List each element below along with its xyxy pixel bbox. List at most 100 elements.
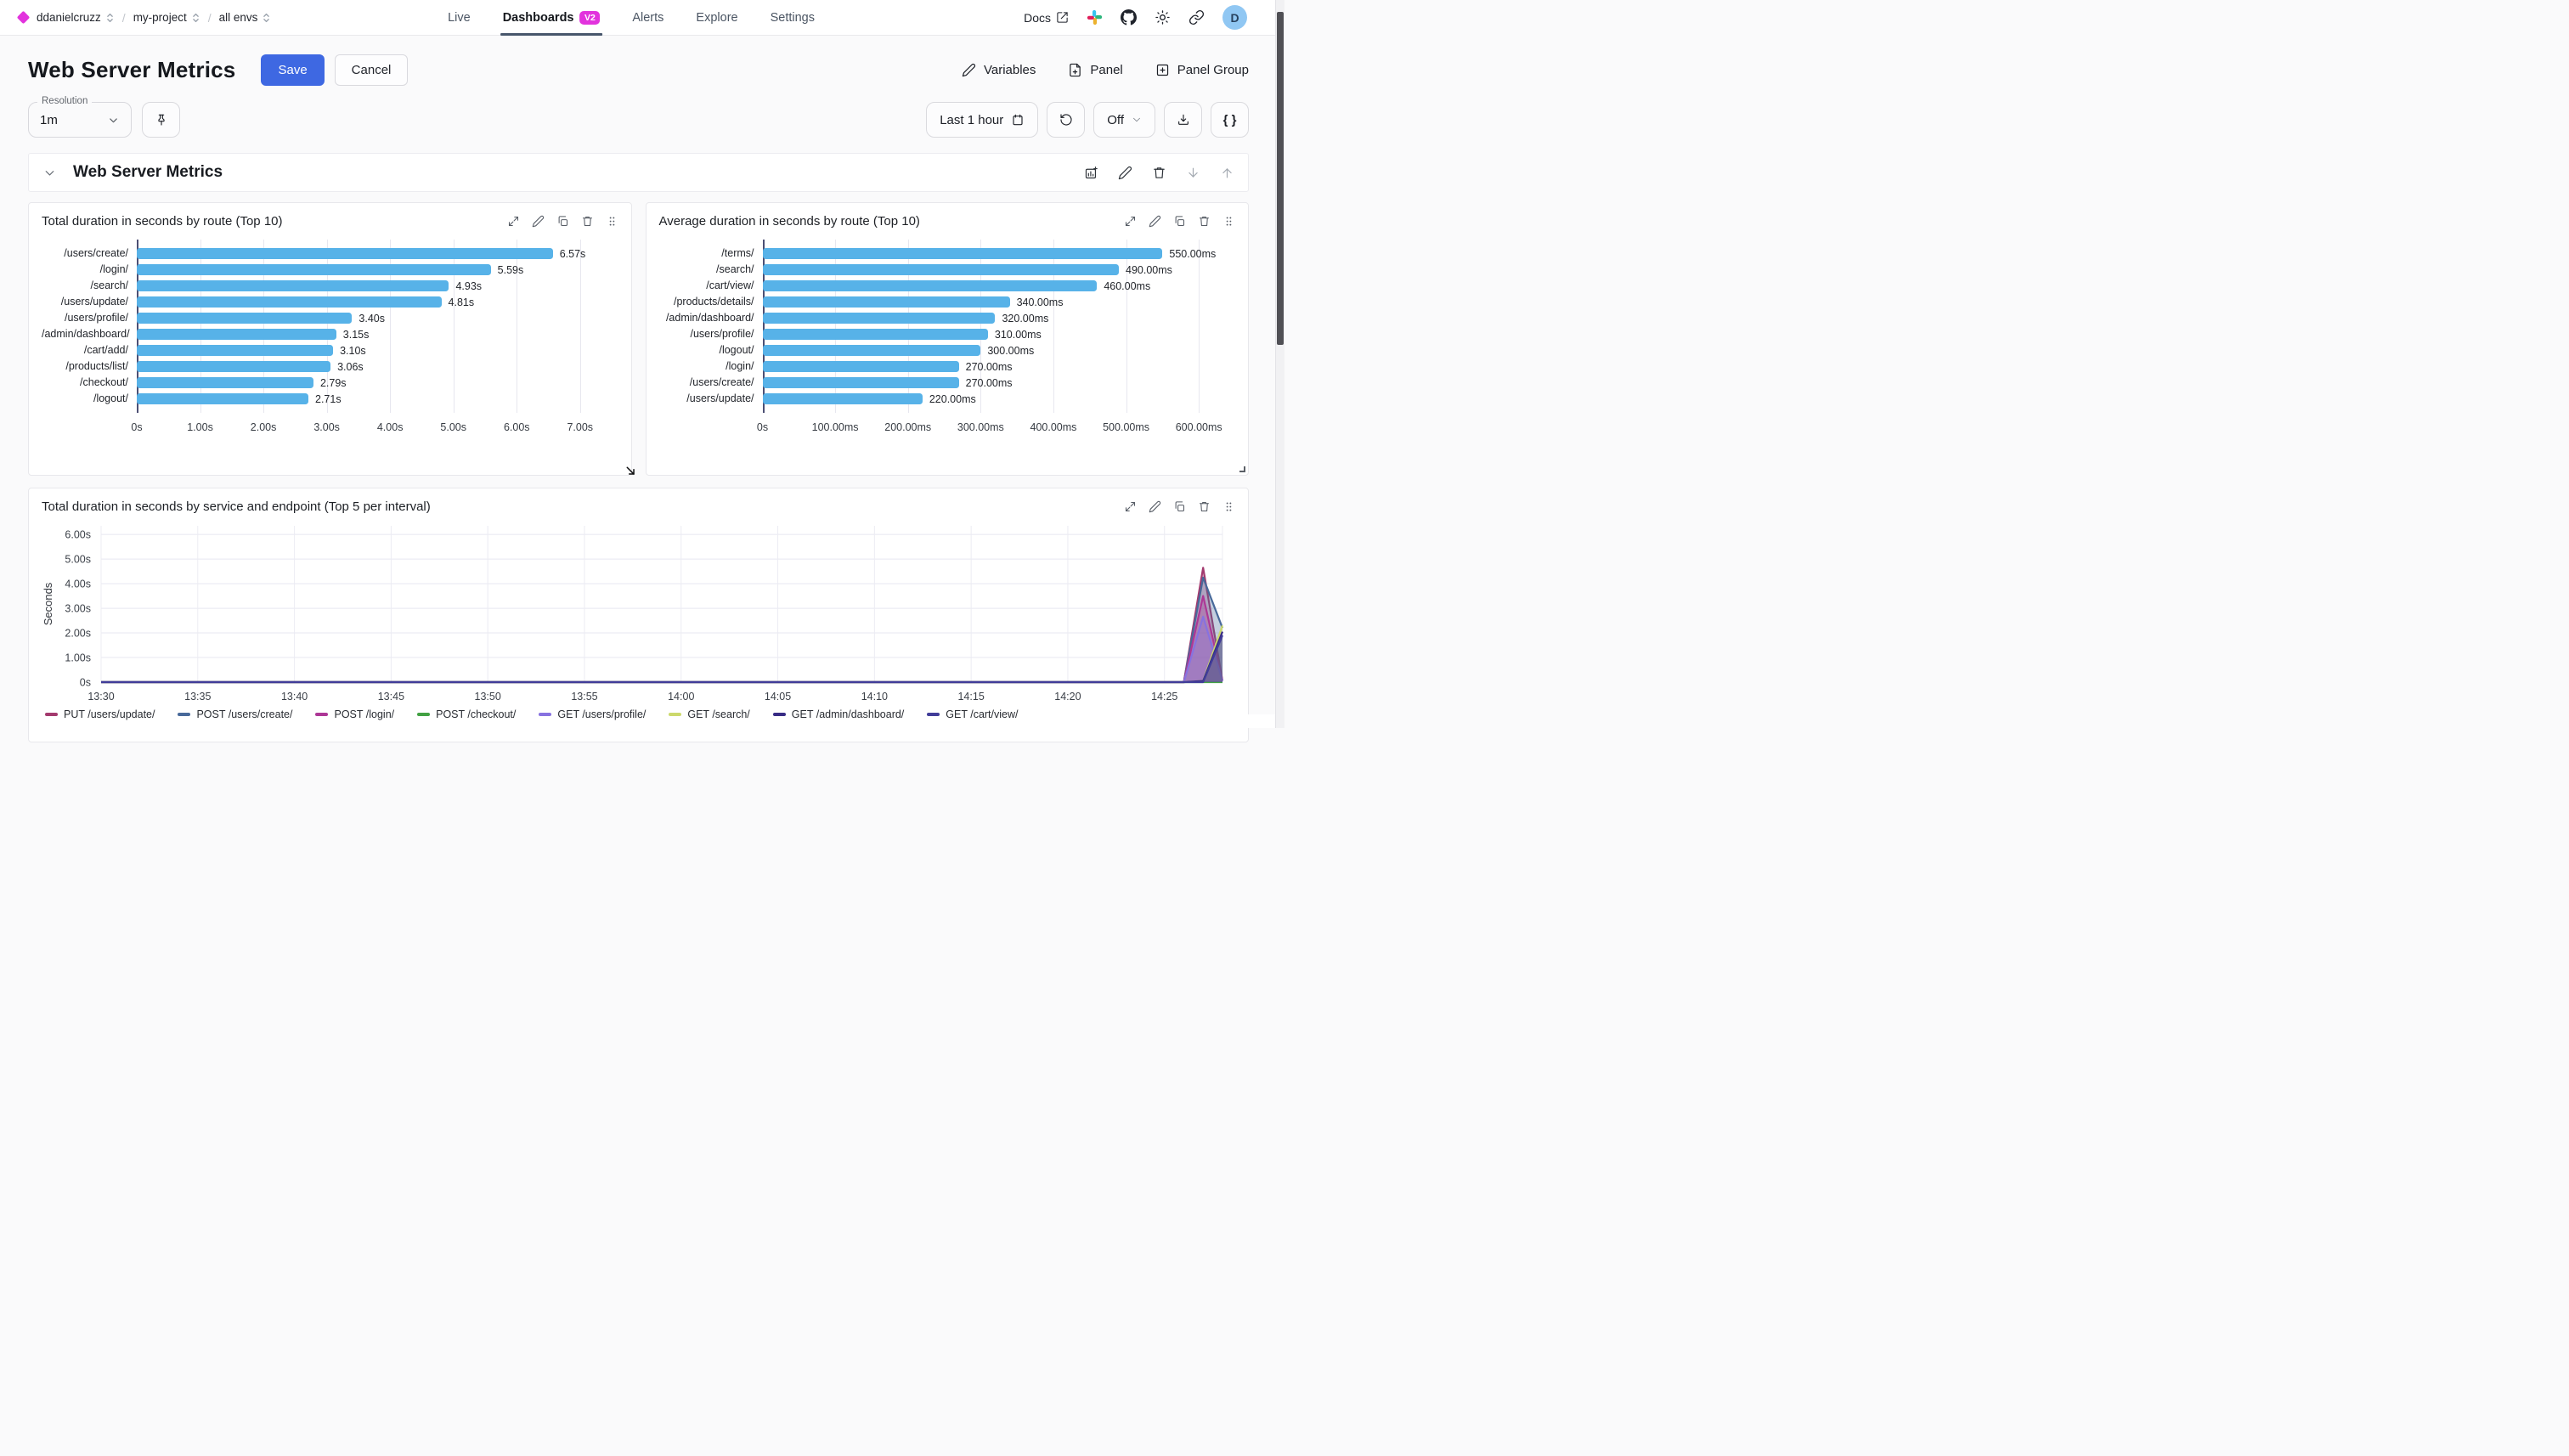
expand-icon[interactable]: [1124, 500, 1137, 513]
autorefresh-value: Off: [1107, 112, 1124, 127]
breadcrumb-env-selector[interactable]: all envs: [219, 11, 272, 24]
y-tick-label: 0s: [80, 677, 91, 689]
tab-dashboards[interactable]: Dashboards V2: [500, 0, 602, 36]
legend-item[interactable]: PUT /users/update/: [45, 708, 155, 720]
github-icon[interactable]: [1121, 9, 1137, 25]
bar: [762, 345, 981, 356]
legend-item[interactable]: GET /cart/view/: [927, 708, 1019, 720]
drag-handle-icon[interactable]: [1222, 215, 1235, 228]
bar-category-label: /logout/: [93, 392, 128, 404]
bar-row: 300.00ms: [762, 342, 1236, 358]
save-button[interactable]: Save: [261, 54, 325, 86]
legend-label: GET /cart/view/: [946, 708, 1019, 720]
refresh-button[interactable]: [1047, 102, 1086, 138]
delete-panel-icon[interactable]: [1198, 215, 1211, 228]
cancel-button[interactable]: Cancel: [334, 54, 409, 86]
gridline: [390, 240, 392, 413]
panel-resize-corner[interactable]: [1239, 466, 1245, 472]
bar-value-label: 6.57s: [559, 247, 586, 260]
add-panel-button[interactable]: Panel: [1068, 63, 1123, 77]
move-up-icon[interactable]: [1220, 166, 1234, 180]
add-panel-group-button[interactable]: Panel Group: [1155, 63, 1249, 77]
tab-settings[interactable]: Settings: [771, 0, 815, 36]
edit-panel-icon[interactable]: [1149, 500, 1161, 513]
y-axis-line: [137, 240, 138, 413]
scrollbar-track[interactable]: [1275, 0, 1284, 728]
calendar-icon: [1013, 114, 1023, 126]
tab-live[interactable]: Live: [448, 0, 471, 36]
bar-row: 5.59s: [137, 262, 618, 278]
json-variables-button[interactable]: { }: [1211, 102, 1249, 138]
legend-swatch: [45, 713, 58, 716]
legend-item[interactable]: GET /users/profile/: [539, 708, 646, 720]
autorefresh-select[interactable]: Off: [1093, 102, 1155, 138]
bar-value-label: 550.00ms: [1169, 247, 1217, 260]
expand-icon[interactable]: [1124, 215, 1137, 228]
x-tick-label: 13:40: [281, 691, 308, 703]
nav-right-cluster: Docs D: [1024, 5, 1269, 30]
gridline: [907, 240, 909, 413]
delete-panel-icon[interactable]: [1198, 500, 1211, 513]
legend-item[interactable]: POST /users/create/: [178, 708, 292, 720]
bar-category-label: /admin/dashboard/: [665, 312, 754, 324]
bar-chart-total-duration[interactable]: /users/create/ /login/ /search/ /users/upda…: [42, 240, 618, 437]
x-tick-label: 14:05: [765, 691, 791, 703]
bar-chart-average-duration[interactable]: /terms/ /search/ /cart/view/ /products/deta…: [659, 240, 1236, 437]
time-series-chart-canvas[interactable]: 0s 1.00s 2.00s 3.00s 4.00s 5.00s 6.00s 13:30 13:…: [42, 519, 1235, 704]
scrollbar-thumb[interactable]: [1277, 12, 1284, 345]
collapse-chevron-icon[interactable]: [42, 166, 57, 180]
edit-panel-icon[interactable]: [532, 215, 545, 228]
legend-item[interactable]: GET /search/: [669, 708, 750, 720]
bar-row: 340.00ms: [762, 294, 1236, 310]
pin-resolution-button[interactable]: [142, 102, 180, 138]
legend-swatch: [315, 713, 329, 716]
series-area: [101, 625, 1222, 682]
tab-alerts[interactable]: Alerts: [632, 0, 663, 36]
bar-row: 3.10s: [137, 342, 618, 358]
x-tick-label: 300.00ms: [957, 421, 1004, 433]
slack-icon[interactable]: [1087, 9, 1103, 25]
series-area: [101, 635, 1222, 682]
bar-row: 3.40s: [137, 310, 618, 326]
user-avatar[interactable]: D: [1222, 5, 1247, 30]
bar: [137, 280, 449, 291]
share-link-icon[interactable]: [1189, 9, 1205, 25]
x-tick-label: 100.00ms: [811, 421, 859, 433]
legend-item[interactable]: POST /login/: [315, 708, 394, 720]
drag-handle-icon[interactable]: [1222, 500, 1235, 513]
docs-link[interactable]: Docs: [1024, 11, 1069, 25]
tab-explore[interactable]: Explore: [696, 0, 737, 36]
legend-item[interactable]: POST /checkout/: [417, 708, 516, 720]
variables-button[interactable]: Variables: [962, 63, 1036, 77]
download-button[interactable]: [1164, 102, 1202, 138]
resolution-select[interactable]: Resolution 1m: [28, 96, 132, 138]
panel-title: Average duration in seconds by route (To…: [658, 214, 920, 229]
x-tick-label: 600.00ms: [1175, 421, 1222, 433]
time-range-button[interactable]: Last 1 hour: [926, 102, 1039, 138]
duplicate-panel-icon[interactable]: [1173, 500, 1186, 513]
bar: [137, 393, 308, 404]
breadcrumb-org-selector[interactable]: ddanielcruzz: [37, 11, 115, 24]
edit-section-icon[interactable]: [1118, 166, 1132, 180]
duplicate-panel-icon[interactable]: [1173, 215, 1186, 228]
panel-resize-handle[interactable]: [624, 464, 638, 483]
panel-actions: [1124, 500, 1235, 513]
duplicate-panel-icon[interactable]: [556, 215, 569, 228]
bar: [137, 313, 353, 324]
light-mode-sun-icon[interactable]: [1155, 9, 1171, 25]
legend-label: GET /users/profile/: [557, 708, 646, 720]
move-down-icon[interactable]: [1186, 166, 1200, 180]
tab-dashboards-label: Dashboards: [502, 11, 574, 25]
delete-panel-icon[interactable]: [581, 215, 594, 228]
bar-value-label: 2.71s: [315, 392, 342, 405]
bar: [762, 329, 988, 340]
drag-handle-icon[interactable]: [606, 215, 618, 228]
legend-item[interactable]: GET /admin/dashboard/: [772, 708, 904, 720]
breadcrumb-project-selector[interactable]: my-project: [133, 11, 200, 24]
edit-panel-icon[interactable]: [1149, 215, 1161, 228]
delete-section-icon[interactable]: [1152, 166, 1166, 180]
bar-value-label: 4.93s: [455, 279, 483, 292]
add-chart-icon[interactable]: [1084, 166, 1098, 180]
docs-label: Docs: [1024, 10, 1051, 25]
expand-icon[interactable]: [507, 215, 520, 228]
